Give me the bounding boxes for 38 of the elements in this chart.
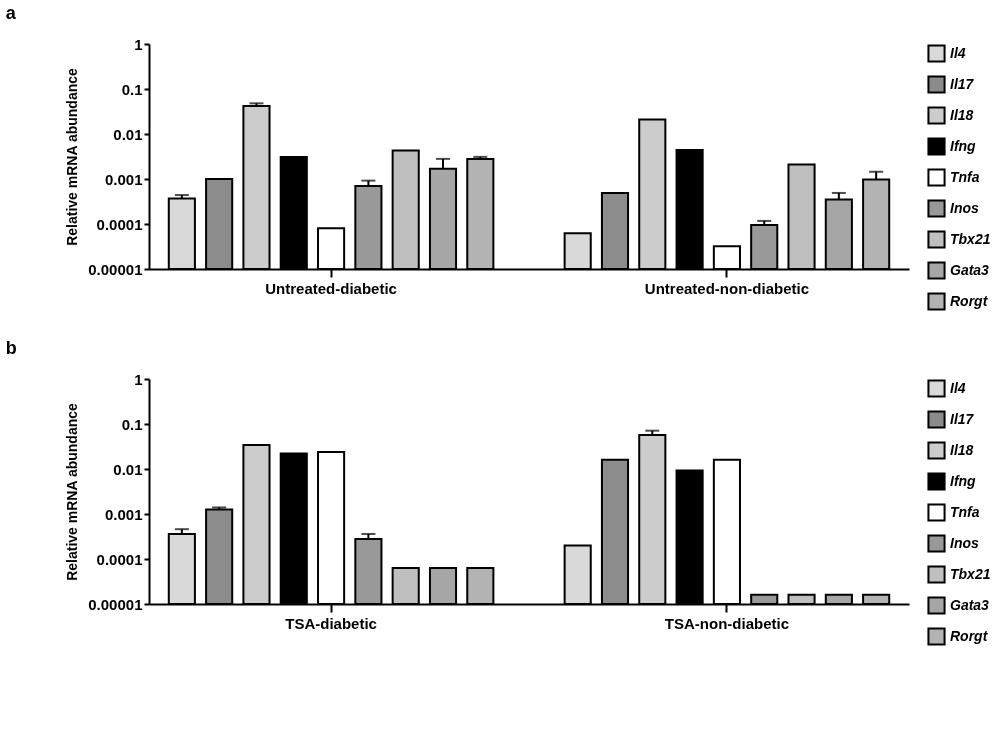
legend-label: Rorgt: [950, 292, 989, 309]
legend-label: Ifng: [950, 472, 977, 489]
chart-title: b: [5, 338, 17, 358]
y-tick-label: 0.001: [104, 170, 143, 188]
x-tick-label: TSA-diabetic: [285, 614, 377, 632]
legend-label: Tnfa: [950, 168, 980, 185]
legend-label: Il17: [950, 75, 975, 92]
x-tick-label: TSA-non-diabetic: [664, 614, 789, 632]
y-tick-label: 1: [134, 35, 143, 53]
legend-label: Ifng: [950, 137, 977, 154]
legend-label: Gata3: [950, 261, 990, 278]
y-tick-label: 0.01: [113, 125, 143, 143]
y-axis-title: Relative mRNA abundance: [64, 402, 81, 581]
y-tick-label: 0.00001: [88, 260, 143, 278]
chart-title: a: [5, 3, 17, 23]
legend-label: Il18: [950, 106, 974, 123]
legend-label: Gata3: [950, 596, 990, 613]
legend-label: Tbx21: [950, 230, 991, 247]
x-tick-label: Untreated-diabetic: [265, 279, 397, 297]
legend-label: Rorgt: [950, 627, 989, 644]
y-tick-label: 0.00001: [88, 595, 143, 613]
y-tick-label: 0.0001: [96, 550, 143, 568]
x-tick-label: Untreated-non-diabetic: [644, 279, 810, 297]
legend-label: Tbx21: [950, 565, 991, 582]
y-tick-label: 0.1: [121, 80, 143, 98]
legend-label: Il17: [950, 410, 975, 427]
y-tick-label: 0.001: [104, 505, 143, 523]
legend-label: Tnfa: [950, 503, 980, 520]
y-tick-label: 0.1: [121, 415, 143, 433]
y-tick-label: 0.01: [113, 460, 143, 478]
legend-label: Il18: [950, 441, 974, 458]
legend-label: Inos: [950, 199, 979, 216]
y-axis-title: Relative mRNA abundance: [64, 67, 81, 246]
y-tick-label: 0.0001: [96, 215, 143, 233]
y-tick-label: 1: [134, 370, 143, 388]
legend-label: Il4: [950, 379, 966, 396]
legend-label: Inos: [950, 534, 979, 551]
legend-label: Il4: [950, 44, 966, 61]
